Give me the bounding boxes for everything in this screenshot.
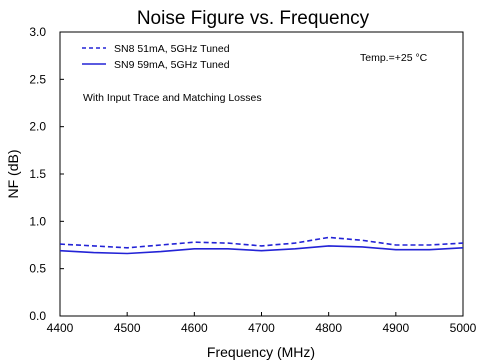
x-tick-label: 4400 [47, 321, 74, 335]
y-tick-label: 3.0 [29, 25, 46, 39]
x-axis-label: Frequency (MHz) [207, 344, 315, 360]
legend: SN8 51mA, 5GHz Tuned SN9 59mA, 5GHz Tune… [82, 43, 230, 71]
y-tick-label: 1.5 [29, 167, 46, 181]
x-tick-label: 5000 [450, 321, 477, 335]
losses-annotation: With Input Trace and Matching Losses [83, 92, 262, 104]
legend-label-sn9: SN9 59mA, 5GHz Tuned [114, 59, 230, 71]
x-tick-label: 4500 [114, 321, 141, 335]
x-tick-label: 4700 [248, 321, 275, 335]
series-line-sn9 [59, 245, 464, 255]
x-tick-label: 4600 [181, 321, 208, 335]
x-tick-label: 4800 [315, 321, 342, 335]
legend-label-sn8: SN8 51mA, 5GHz Tuned [114, 43, 230, 55]
chart-title: Noise Figure vs. Frequency [137, 8, 370, 29]
y-axis: 0.0 0.5 1.0 1.5 2.0 2.5 3.0 [29, 25, 64, 323]
y-tick-label: 2.0 [29, 120, 46, 134]
x-axis: 4400 4500 4600 4700 4800 4900 5000 [47, 312, 477, 335]
temperature-annotation: Temp.=+25 °C [360, 52, 428, 64]
y-axis-label: NF (dB) [5, 150, 21, 199]
series-layer [59, 236, 464, 255]
y-tick-label: 0.0 [29, 309, 46, 323]
y-tick-label: 0.5 [29, 262, 46, 276]
series-line-sn8 [59, 236, 464, 249]
y-tick-label: 2.5 [29, 72, 46, 86]
y-tick-label: 1.0 [29, 214, 46, 228]
x-tick-label: 4900 [382, 321, 409, 335]
